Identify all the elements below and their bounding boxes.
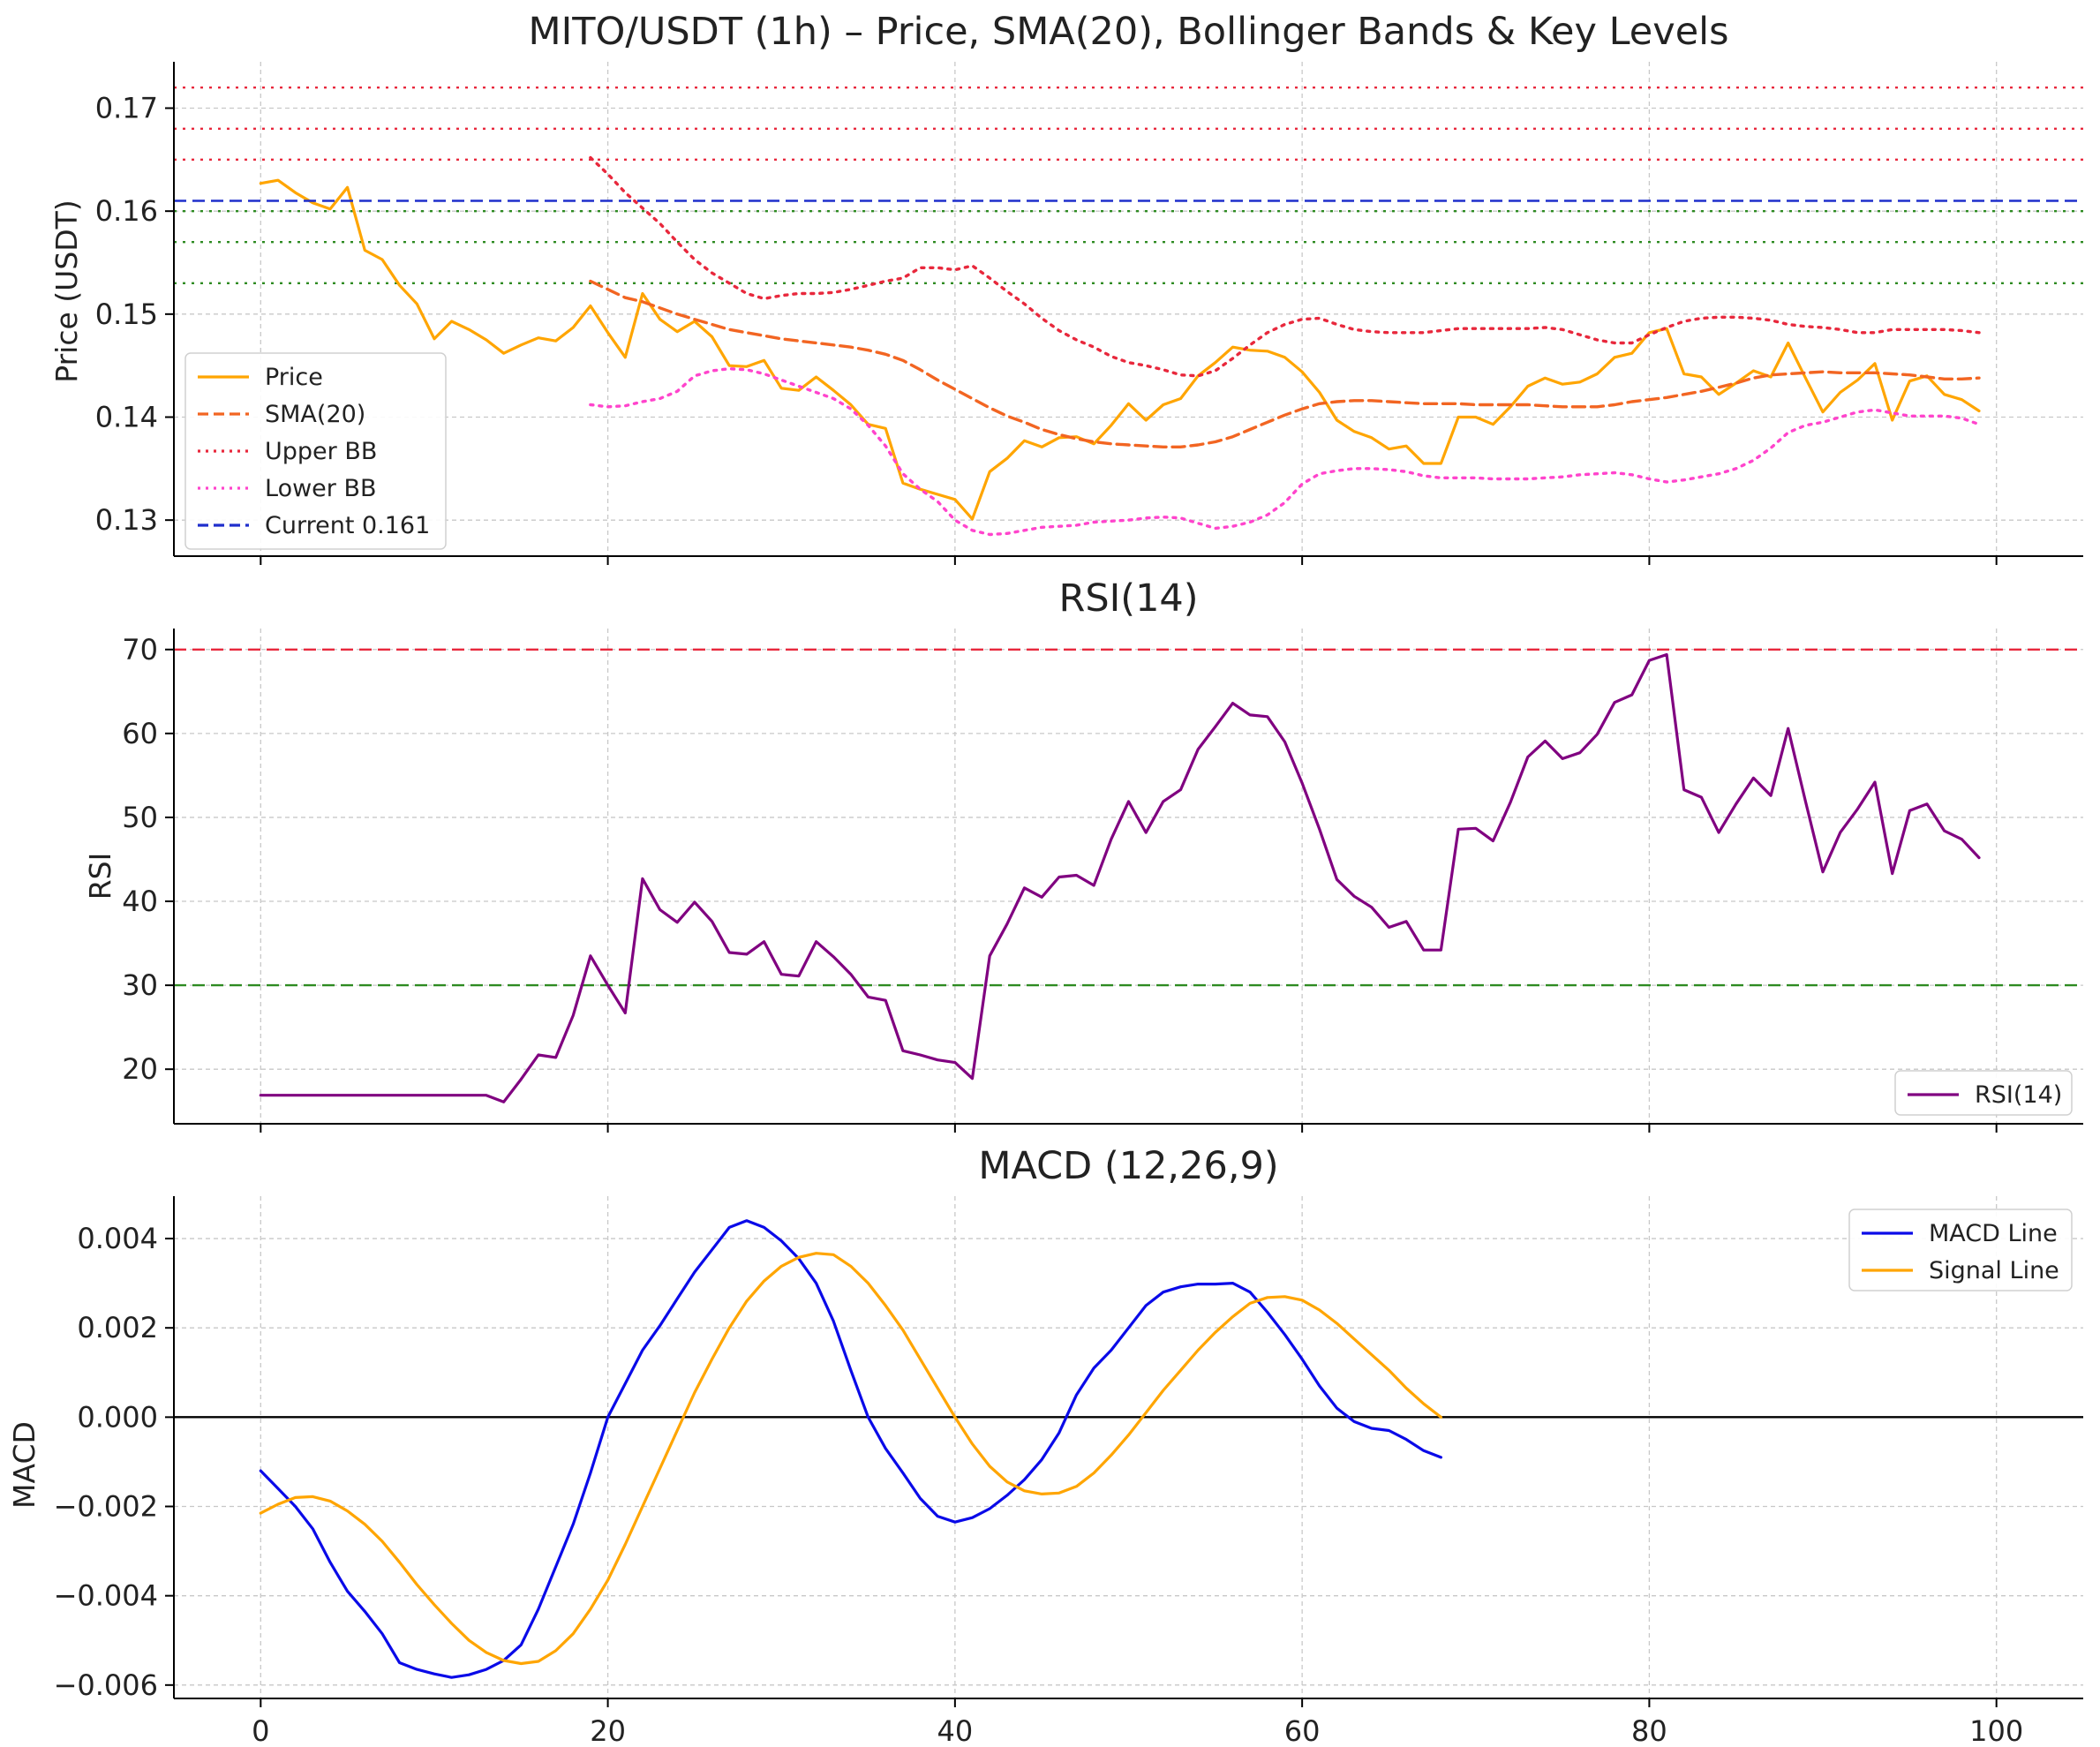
y-tick-label: −0.004 xyxy=(54,1579,158,1613)
y-tick-label: 0.13 xyxy=(95,503,158,537)
y-tick-label: 0.16 xyxy=(95,194,158,228)
y-tick-label: 70 xyxy=(122,633,158,666)
legend-label: Lower BB xyxy=(265,475,377,502)
series-line-signal-line xyxy=(259,1252,1443,1666)
legend-label: MACD Line xyxy=(1929,1220,2058,1247)
y-tick-label: 20 xyxy=(122,1052,158,1086)
legend-label: Current 0.161 xyxy=(265,512,430,539)
price-panel: 0.13 0.14 0.15 0.16 0.17 MITO/USDT (1h) – Pri… xyxy=(49,10,2083,565)
y-tick-label: 0.002 xyxy=(77,1311,158,1344)
series-line-sma-20- xyxy=(589,279,1981,448)
series-line-price xyxy=(259,178,1981,521)
legend-box xyxy=(1894,1070,2073,1116)
y-tick-label: −0.002 xyxy=(54,1490,158,1524)
y-tick-label: 60 xyxy=(122,717,158,750)
rsi-panel: 20 30 40 50 60 70 RSI(14) RSI RSI(14) xyxy=(83,576,2083,1133)
macd-panel: −0.006 −0.004 −0.002 0.000 0.002 0.004 0 20 40 60… xyxy=(7,1144,2083,1747)
legend-label: Price xyxy=(265,364,323,391)
y-axis-label: RSI xyxy=(83,853,117,900)
chart-title: RSI(14) xyxy=(1058,576,1198,621)
legend-label: SMA(20) xyxy=(265,401,365,428)
y-tick-label: 0.14 xyxy=(95,401,158,434)
y-tick-label: −0.006 xyxy=(54,1668,158,1702)
x-tick-label: 40 xyxy=(937,1714,974,1747)
chart-title: MITO/USDT (1h) – Price, SMA(20), Bolling… xyxy=(528,10,1728,54)
series-line-macd-line xyxy=(259,1219,1443,1679)
y-tick-label: 0.004 xyxy=(77,1222,158,1255)
y-tick-label: 0.000 xyxy=(77,1400,158,1434)
y-tick-label: 0.17 xyxy=(95,92,158,125)
x-tick-label: 20 xyxy=(590,1714,626,1747)
series-line-upper-bb xyxy=(589,155,1981,378)
y-tick-label: 40 xyxy=(122,885,158,918)
y-tick-label: 50 xyxy=(122,801,158,834)
series-line-rsi-14- xyxy=(259,652,1981,1103)
x-tick-label: 0 xyxy=(252,1714,269,1747)
y-axis-label: Price (USDT) xyxy=(49,200,84,382)
x-tick-label: 80 xyxy=(1631,1714,1667,1747)
chart-title: MACD (12,26,9) xyxy=(978,1144,1278,1188)
series-line-lower-bb xyxy=(589,367,1981,537)
legend-label: Upper BB xyxy=(265,438,377,465)
y-axis-label: MACD xyxy=(7,1421,41,1509)
y-tick-label: 0.15 xyxy=(95,297,158,331)
x-tick-label: 100 xyxy=(1969,1714,2023,1747)
legend-label: RSI(14) xyxy=(1975,1081,2062,1109)
legend-label: Signal Line xyxy=(1929,1257,2059,1284)
legend-box xyxy=(184,352,447,550)
x-tick-label: 60 xyxy=(1284,1714,1321,1747)
y-tick-label: 30 xyxy=(122,968,158,1002)
